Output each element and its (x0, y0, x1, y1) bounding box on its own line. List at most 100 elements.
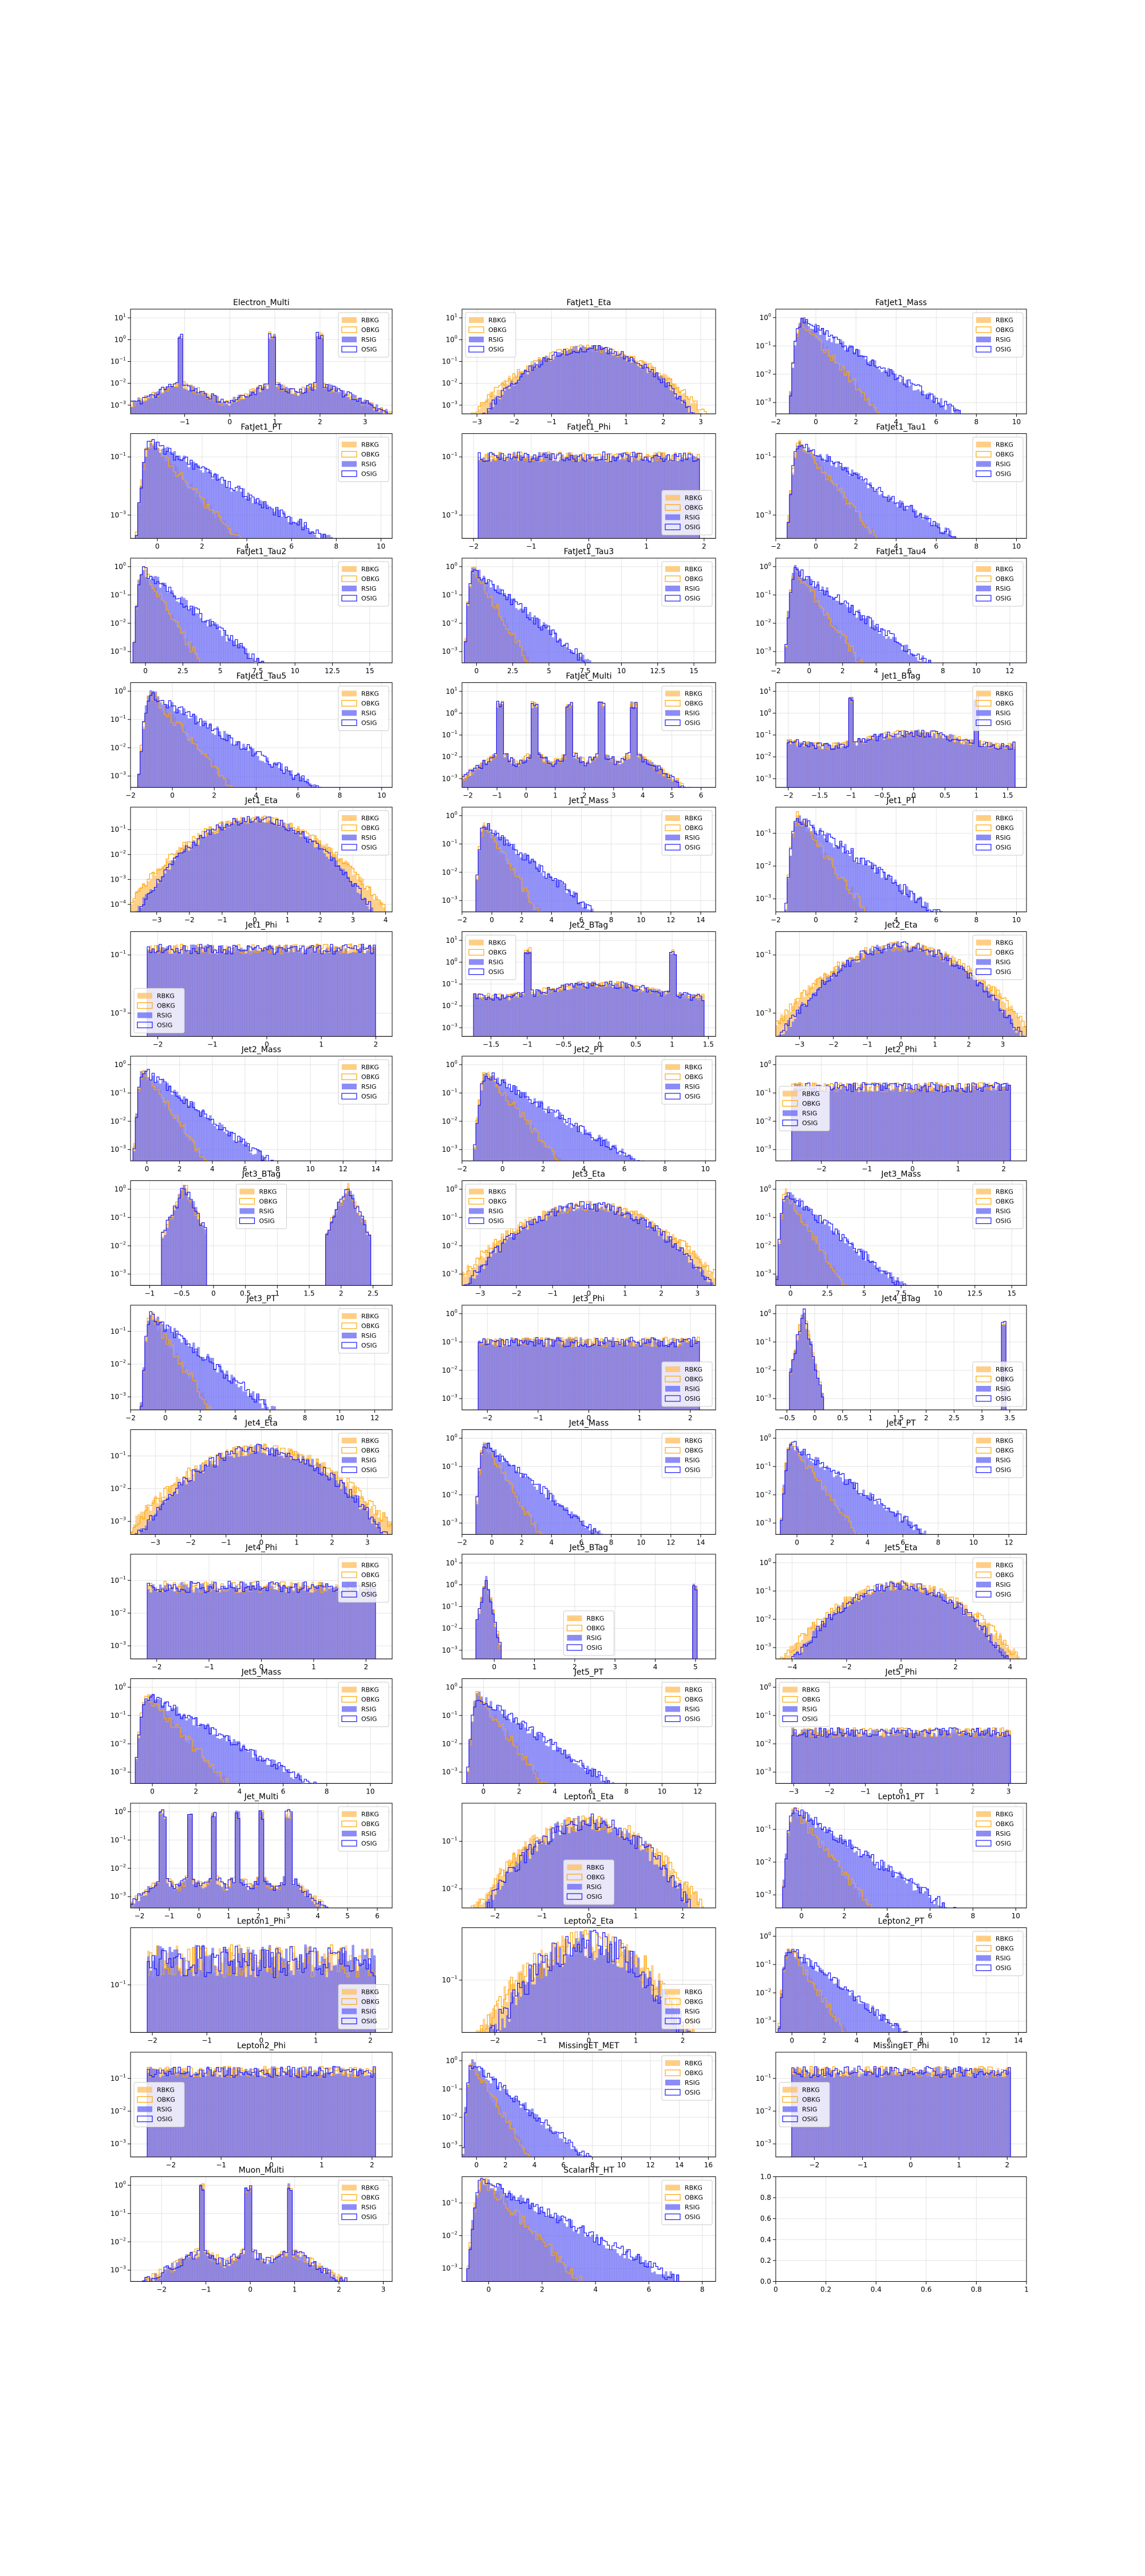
legend-swatch-rbkg (137, 993, 152, 999)
rsig-bin (226, 823, 228, 912)
legend-swatch-rbkg (342, 690, 357, 697)
rsig-bin (935, 738, 938, 788)
rsig-bin (921, 519, 925, 539)
rsig-bin (333, 859, 335, 912)
rsig-bin (637, 1219, 640, 1286)
y-tick-exponent: −1 (764, 590, 771, 595)
y-tick-label: 100 (114, 686, 126, 695)
legend-label: OBKG (996, 451, 1014, 459)
rsig-bin (368, 945, 371, 1037)
rsig-bin (910, 900, 913, 912)
rsig-bin (517, 610, 520, 663)
rsig-bin (278, 382, 281, 414)
rsig-bin (837, 1230, 840, 1286)
y-tick-label: 10−3 (110, 1392, 126, 1401)
rsig-bin (494, 1081, 497, 1161)
rsig-bin (897, 737, 899, 788)
legend-swatch-osig (341, 1342, 357, 1349)
rsig-bin (1013, 749, 1016, 788)
rsig-bin (323, 853, 326, 912)
legend-label: OSIG (361, 471, 377, 478)
rsig-bin (923, 396, 927, 414)
rsig-bin (644, 460, 647, 539)
y-tick-exponent: −1 (764, 1088, 771, 1093)
x-tick-label: −2 (184, 916, 195, 924)
x-tick-label: 0 (145, 1165, 149, 1173)
y-tick-label: 10−2 (110, 618, 126, 627)
y-tick-label: 100 (446, 562, 457, 571)
rsig-bin (187, 390, 191, 414)
y-tick-exponent: −3 (451, 895, 457, 900)
x-tick-label: 1 (644, 543, 649, 551)
rsig-bin (556, 352, 559, 414)
x-tick-label: 1 (624, 418, 629, 426)
rsig-bin (216, 1128, 219, 1161)
rsig-bin (616, 357, 619, 414)
y-tick-exponent: −1 (119, 714, 126, 720)
rsig-bin (242, 1391, 245, 1410)
rsig-bin (171, 1095, 174, 1161)
rsig-bin (140, 908, 143, 912)
rsig-bin (216, 726, 219, 788)
rsig-bin (826, 340, 828, 414)
rsig-bin (994, 1090, 997, 1161)
rsig-bin (133, 1151, 136, 1161)
rsig-bin (846, 347, 849, 414)
rsig-bin (851, 605, 854, 663)
rsig-bin (821, 1220, 824, 1286)
rsig-bin (832, 336, 835, 414)
rsig-bin (292, 952, 295, 1037)
y-tick-label: 10−2 (442, 378, 457, 388)
rsig-bin (821, 328, 824, 414)
rsig-bin (858, 737, 860, 788)
legend-swatch-rsig (342, 586, 357, 591)
rsig-bin (561, 883, 564, 912)
rsig-bin (235, 644, 238, 663)
subplot: −2 0 2 4 6 8 1010−110−3FatJet1_Tau1RBKGOBKGRSI… (756, 423, 1027, 551)
rsig-bin (352, 952, 354, 1037)
rsig-bin (164, 583, 167, 663)
x-tick-label: 6 (579, 916, 584, 924)
rsig-bin (487, 452, 490, 539)
x-tick-label: 3 (698, 418, 703, 426)
rsig-bin (862, 355, 865, 414)
rsig-bin (625, 760, 629, 788)
rsig-bin (309, 531, 312, 539)
rsig-bin (787, 878, 790, 912)
rsig-bin (848, 697, 851, 788)
subplot: 0 2.5 5 7.5 10 12.5 1510010−110−210−3FatJet1_T… (110, 547, 393, 675)
rsig-bin (370, 907, 374, 912)
rsig-bin (168, 452, 171, 539)
rsig-bin (209, 723, 212, 788)
rsig-bin (903, 949, 906, 1037)
rsig-bin (299, 836, 302, 912)
osig-step (462, 569, 716, 663)
legend-swatch-rbkg (976, 939, 991, 946)
rsig-bin (261, 821, 264, 912)
rsig-bin (800, 742, 804, 788)
rsig-bin (540, 872, 543, 912)
rsig-bin (917, 389, 920, 414)
rsig-bin (517, 766, 520, 788)
legend-swatch-rsig (976, 586, 991, 591)
rsig-bin (821, 834, 824, 912)
rsig-bin (238, 643, 240, 663)
rsig-bin (545, 355, 548, 414)
rsig-bin (512, 452, 515, 539)
y-tick-exponent: −1 (451, 979, 457, 984)
rsig-bin (894, 503, 897, 539)
rsig-bin (586, 1132, 589, 1161)
rbkg-bin (699, 413, 702, 414)
rsig-bin (944, 737, 947, 788)
rsig-bin (1017, 1030, 1020, 1037)
legend-label: RBKG (996, 939, 1013, 947)
rsig-bin (602, 459, 605, 539)
rsig-bin (614, 354, 617, 414)
rsig-bin (692, 994, 695, 1037)
rsig-bin (819, 454, 822, 539)
rsig-bin (154, 576, 157, 663)
rsig-bin (981, 984, 984, 1037)
y-tick-exponent: −2 (119, 1116, 126, 1121)
